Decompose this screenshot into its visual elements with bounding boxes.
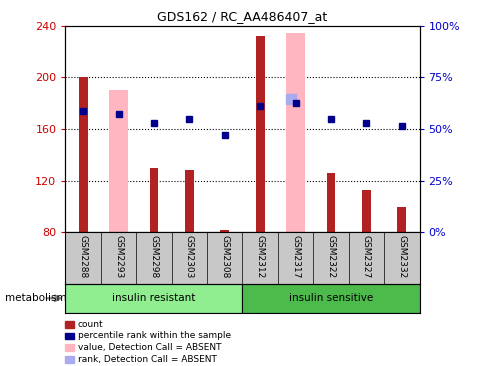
Text: metabolism: metabolism	[5, 293, 66, 303]
Bar	[242, 284, 419, 313]
Text: insulin resistant: insulin resistant	[112, 293, 195, 303]
Text: GSM2312: GSM2312	[255, 235, 264, 278]
Text: rank, Detection Call = ABSENT: rank, Detection Call = ABSENT	[77, 355, 216, 364]
Bar	[396, 206, 406, 232]
Text: GSM2327: GSM2327	[361, 235, 370, 278]
Text: GSM2298: GSM2298	[149, 235, 158, 278]
Text: insulin sensitive: insulin sensitive	[288, 293, 372, 303]
Text: GSM2303: GSM2303	[184, 235, 194, 279]
Bar	[184, 170, 194, 232]
Text: GSM2293: GSM2293	[114, 235, 123, 278]
Bar	[149, 168, 158, 232]
Text: value, Detection Call = ABSENT: value, Detection Call = ABSENT	[77, 343, 221, 352]
Bar	[361, 190, 370, 232]
Text: GSM2288: GSM2288	[78, 235, 88, 278]
Title: GDS162 / RC_AA486407_at: GDS162 / RC_AA486407_at	[157, 10, 327, 23]
Bar	[285, 33, 305, 232]
Bar	[220, 230, 229, 232]
Text: GSM2332: GSM2332	[396, 235, 406, 278]
Bar	[255, 36, 264, 232]
Text: percentile rank within the sample: percentile rank within the sample	[77, 332, 230, 340]
Text: GSM2322: GSM2322	[326, 235, 335, 278]
Bar	[65, 284, 242, 313]
Text: count: count	[77, 320, 103, 329]
Bar	[78, 77, 88, 232]
Text: GSM2308: GSM2308	[220, 235, 229, 279]
Text: GSM2317: GSM2317	[290, 235, 300, 279]
Bar	[326, 173, 335, 232]
Bar	[108, 90, 128, 232]
